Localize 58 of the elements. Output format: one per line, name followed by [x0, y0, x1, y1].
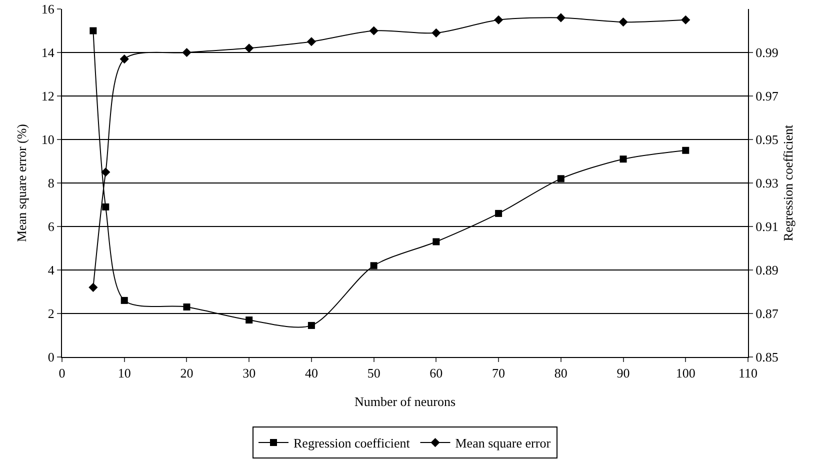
legend-label: Regression coefficient	[294, 436, 410, 451]
x-tick-label: 0	[58, 366, 66, 381]
x-tick-label: 20	[180, 366, 194, 381]
point	[620, 156, 627, 163]
point	[306, 37, 316, 46]
y-tick-label: 12	[41, 88, 54, 104]
x-tick-label: 30	[242, 366, 256, 381]
point	[369, 26, 378, 36]
point	[432, 238, 440, 246]
y-tick-label: 16	[41, 2, 55, 17]
point	[101, 168, 110, 177]
point	[120, 54, 129, 64]
point	[618, 18, 628, 27]
y-tick-label: 0	[48, 350, 54, 365]
x-axis-title: Number of neurons	[354, 394, 456, 409]
point	[370, 262, 378, 270]
point	[681, 15, 690, 24]
point	[90, 27, 97, 34]
point	[494, 15, 504, 24]
point	[244, 44, 254, 53]
x-tick-label: 70	[492, 366, 506, 381]
y2-tick-label: 0.93	[756, 176, 778, 191]
point	[120, 296, 128, 304]
y2-tick-label: 0.97	[756, 88, 779, 104]
y2-axis-title: Regression coefficient	[780, 124, 796, 242]
y2-tick-label: 0.99	[756, 45, 778, 60]
x-tick-label: 90	[616, 366, 630, 381]
point	[557, 175, 564, 182]
y2-tick-label: 0.89	[756, 262, 778, 278]
y-tick-label: 4	[48, 262, 55, 278]
point	[246, 316, 253, 324]
point	[432, 28, 441, 38]
point	[183, 303, 190, 310]
point	[495, 210, 502, 217]
y2-tick-label: 0.85	[756, 350, 778, 365]
x-tick-label: 10	[118, 366, 131, 381]
point	[102, 203, 110, 210]
legend-label: Mean square error	[455, 436, 552, 451]
point	[556, 13, 566, 22]
point	[182, 48, 192, 58]
x-tick-label: 50	[367, 366, 380, 381]
x-tick-label: 60	[430, 366, 443, 381]
x-tick-label: 100	[676, 366, 696, 381]
y-tick-label: 10	[41, 132, 54, 148]
y-tick-label: 2	[48, 306, 54, 322]
y-tick-label: 8	[48, 176, 54, 191]
point	[682, 146, 690, 154]
x-tick-label: 40	[304, 366, 318, 381]
y-axis-title: Mean square error (%)	[14, 124, 29, 242]
x-tick-label: 110	[738, 366, 758, 381]
y2-tick-label: 0.95	[756, 132, 778, 148]
y-tick-label: 6	[48, 219, 55, 234]
x-tick-label: 80	[554, 366, 568, 381]
point	[88, 282, 98, 292]
y2-tick-label: 0.91	[756, 219, 778, 234]
y2-tick-label: 0.87	[756, 306, 779, 322]
y-tick-label: 14	[41, 45, 55, 60]
point	[308, 322, 315, 329]
